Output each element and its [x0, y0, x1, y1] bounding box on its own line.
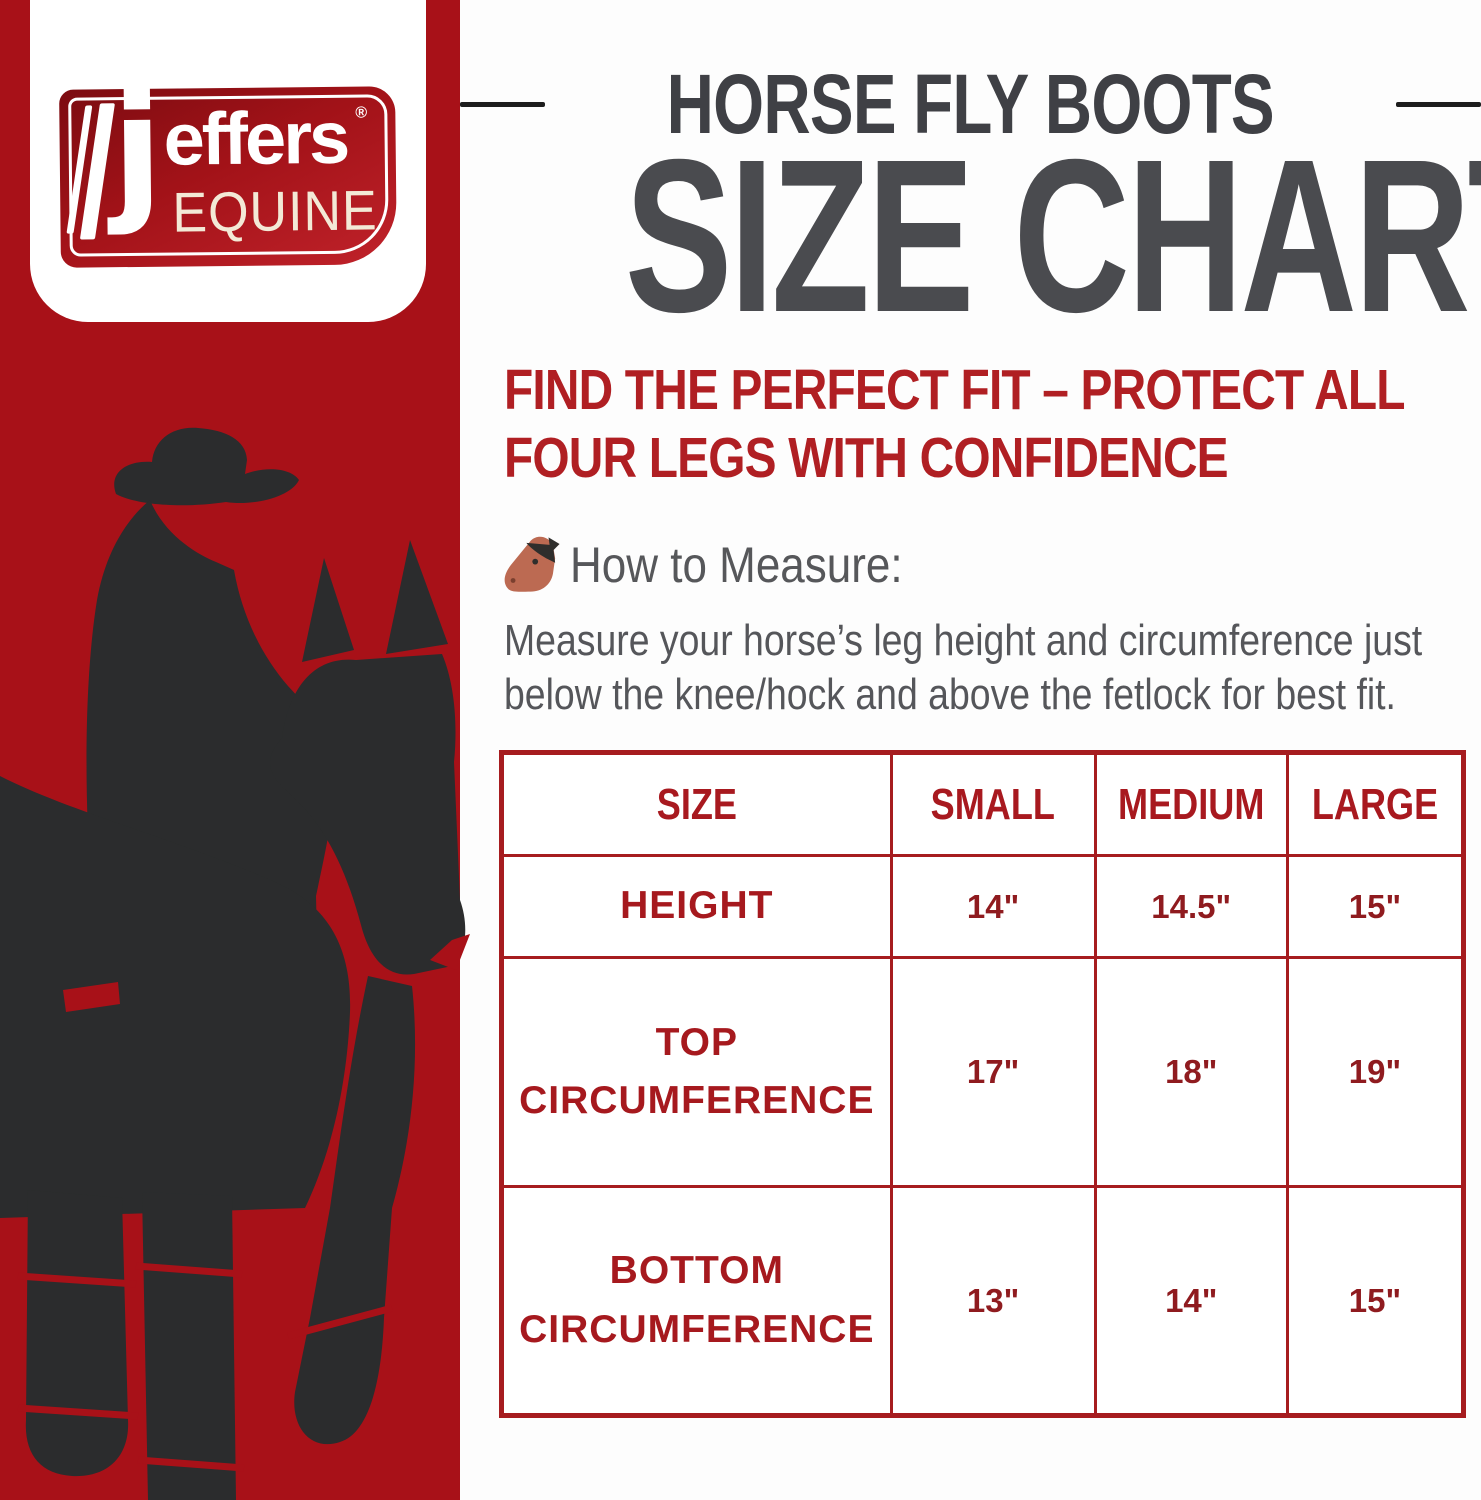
column-header-medium: MEDIUM: [1093, 751, 1289, 857]
table-row-top-circumference: TOP CIRCUMFERENCE 17" 18" 19": [500, 956, 1466, 1188]
how-to-measure-heading-row: How to Measure:: [502, 534, 948, 596]
row-label: TOP CIRCUMFERENCE: [500, 956, 893, 1188]
size-chart-table: SIZE SMALL MEDIUM LARGE HEIGHT 14" 14.5"…: [499, 750, 1466, 1418]
table-header-row: SIZE SMALL MEDIUM LARGE: [500, 751, 1466, 857]
table-row-height: HEIGHT 14" 14.5" 15": [500, 854, 1466, 959]
logo-subtitle: EQUINE: [172, 178, 378, 244]
table-row-bottom-circumference: BOTTOM CIRCUMFERENCE 13" 14" 15": [500, 1185, 1466, 1417]
cowboy-horse-silhouette-graphic: [0, 427, 470, 1500]
jeffers-equine-logo: j effers ® EQUINE: [59, 64, 397, 268]
how-to-measure-body: Measure your horse’s leg height and circ…: [504, 616, 1423, 719]
title-dash-right: [1395, 101, 1481, 107]
main-content: HORSE FLY BOOTS SIZE CHART FIND THE PERF…: [460, 0, 1481, 1500]
left-brand-panel: j effers ® EQUINE: [0, 0, 470, 1500]
table-cell: 17": [889, 956, 1097, 1188]
column-header-size: SIZE: [500, 751, 893, 857]
table-cell: 19": [1285, 956, 1466, 1188]
table-cell: 14.5": [1093, 854, 1289, 959]
row-label: HEIGHT: [500, 854, 893, 959]
table-cell: 18": [1093, 956, 1289, 1188]
how-to-measure-heading: How to Measure:: [570, 537, 903, 593]
logo-wordmark-suffix: effers: [163, 95, 348, 181]
column-header-small: SMALL: [889, 751, 1097, 857]
headline: FIND THE PERFECT FIT – PROTECT ALL FOUR …: [504, 358, 1405, 491]
column-header-large: LARGE: [1285, 751, 1466, 857]
table-cell: 13": [889, 1185, 1097, 1417]
table-cell: 14": [889, 854, 1097, 959]
registered-trademark-symbol: ®: [355, 104, 368, 122]
kicker-row: HORSE FLY BOOTS: [460, 62, 1481, 146]
page-title: SIZE CHART: [624, 115, 1481, 358]
horse-emoji-icon: [504, 536, 560, 592]
table-cell: 14": [1093, 1185, 1289, 1417]
logo-initial: j: [110, 63, 165, 239]
table-cell: 15": [1285, 1185, 1466, 1417]
title-dash-left: [460, 101, 546, 107]
table-cell: 15": [1285, 854, 1466, 959]
product-kicker: HORSE FLY BOOTS: [666, 57, 1275, 151]
row-label: BOTTOM CIRCUMFERENCE: [500, 1185, 893, 1417]
logo-card: j effers ® EQUINE: [30, 0, 426, 322]
